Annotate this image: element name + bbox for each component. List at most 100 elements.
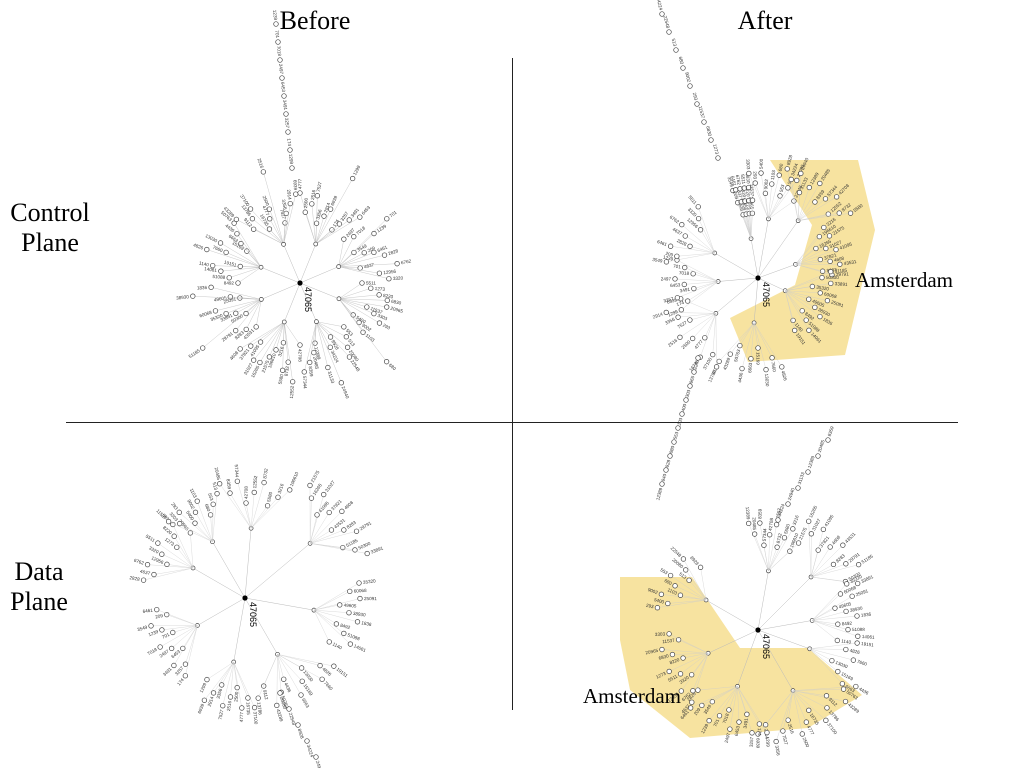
control-after-leaf-node: [687, 317, 693, 323]
data-after-edge: [690, 686, 738, 709]
control-after-leaf-label: 9002: [763, 178, 769, 189]
control-before-leaf-node: [383, 359, 390, 365]
control-before-leaf-label: 33891: [220, 313, 234, 323]
control-after-edge: [676, 252, 715, 257]
control-before-edge: [220, 267, 262, 272]
data-after-edge: [810, 564, 859, 578]
control-before-leaf-node: [266, 354, 273, 360]
data-before-edge: [179, 523, 213, 542]
control-before-leaf-node: [233, 327, 239, 334]
control-after-edge: [797, 183, 820, 221]
data-after-leaf-label: 7018: [722, 712, 730, 724]
data-before-leaf-label: 3356: [216, 688, 224, 700]
data-before-leaf-label: 8928: [297, 728, 305, 740]
data-after-edge: [670, 575, 707, 601]
data-before-leaf-node: [174, 544, 180, 550]
data-after-edge: [728, 686, 738, 710]
control-before-edge: [338, 298, 374, 314]
data-before-edge: [250, 489, 290, 529]
control-after-leaf-node: [749, 210, 756, 216]
control-before-leaf-label: 37100: [239, 194, 251, 208]
control-before-leaf-label: 1299: [352, 164, 361, 176]
control-after-leaf-label: 20080: [667, 445, 675, 459]
control-after-leaf-label: 6453: [670, 282, 681, 288]
data-before-leaf-node: [159, 627, 165, 633]
data-before-leaf-label: 2500: [233, 691, 239, 702]
control-before-leaf-node: [267, 216, 273, 222]
control-before-leaf-label: 8359: [308, 366, 314, 377]
control-before-edge: [283, 194, 296, 245]
data-after-leaf-node: [815, 453, 821, 459]
control-before-leaf-label: 3303: [377, 313, 389, 322]
control-after-leaf-node: [792, 327, 798, 334]
data-before-edge: [244, 528, 252, 599]
control-before-edge: [315, 209, 331, 245]
data-after-leaf-node: [683, 567, 689, 573]
data-after-leaf-label: 4608: [831, 534, 842, 545]
control-before-leaf-node: [285, 359, 291, 365]
data-after-edge: [763, 545, 769, 571]
data-before-leaf-node: [308, 495, 315, 501]
data-after-leaf-label: 8492: [842, 621, 853, 627]
data-before-leaf-node: [321, 491, 327, 498]
data-before-leaf-node: [314, 512, 320, 518]
data-after-leaf-label: 35320: [849, 574, 863, 585]
data-before-edge: [313, 610, 344, 634]
control-after-leaf-node: [794, 177, 800, 184]
data-before-leaf-node: [341, 630, 347, 637]
data-after-leaf-label: 3303: [655, 632, 666, 637]
control-before-edge: [316, 321, 329, 368]
control-before-leaf-label: 20485: [312, 356, 319, 370]
data-before-leaf-label: 51185: [345, 538, 359, 548]
data-before-edge: [161, 625, 198, 631]
control-after-leaf-label: 293: [752, 171, 757, 179]
control-before-leaf-node: [289, 165, 295, 171]
control-after-leaf-label: 12389: [809, 171, 820, 185]
control-before-leaf-node: [233, 216, 240, 223]
row-label-control-line1: Control: [10, 198, 90, 227]
data-before-leaf-node: [151, 571, 157, 578]
data-after-leaf-node: [706, 718, 712, 724]
data-before-edge: [309, 498, 312, 544]
control-before-leaf-label: 2914: [323, 202, 331, 214]
control-after-leaf-node: [737, 342, 743, 349]
control-before-leaf-node: [359, 280, 365, 286]
control-after-leaf-node: [675, 314, 681, 320]
control-before-leaf-label: 21575: [261, 359, 271, 373]
control-after-edge: [674, 278, 719, 282]
control-before-edge: [299, 282, 340, 299]
data-after-leaf-node: [840, 542, 846, 548]
control-after-edge: [785, 290, 821, 317]
control-after-edge: [739, 322, 755, 346]
data-after-edge: [757, 570, 769, 631]
data-before-leaf-label: 29791: [359, 520, 373, 531]
control-after-leaf-label: 29791: [836, 272, 849, 278]
control-after-leaf-label: 4436: [737, 372, 744, 383]
data-after-leaf-label: 31133: [797, 471, 806, 485]
control-after-leaf-node: [663, 467, 669, 473]
control-before-leaf-node: [235, 280, 241, 286]
data-before-leaf-node: [319, 676, 325, 682]
data-after-edge: [768, 547, 778, 571]
data-before-edge: [310, 529, 332, 544]
control-before-edge: [275, 321, 285, 350]
data-after-leaf-node: [669, 651, 676, 658]
data-before-edge: [233, 661, 242, 708]
control-before-leaf-label: 174: [286, 138, 292, 147]
control-after-leaf-label: 9002: [684, 72, 691, 84]
control-after-leaf-node: [798, 170, 804, 177]
data-after-leaf-label: 3216: [792, 514, 800, 526]
data-after-leaf-label: 43531: [844, 531, 857, 544]
data-after-leaf-label: 31027: [811, 518, 822, 532]
data-before-leaf-node: [207, 512, 214, 518]
control-after-leaf-node: [769, 355, 775, 361]
control-after-leaf-node: [690, 271, 696, 277]
control-after-edge: [798, 213, 851, 221]
data-before-leaf-node: [277, 690, 283, 696]
control-after-leaf-label: 2497: [661, 276, 672, 281]
control-after-edge: [693, 281, 719, 289]
data-after-edge: [691, 653, 709, 703]
control-after-edge: [692, 313, 716, 339]
data-before-edge: [182, 625, 198, 649]
control-after-leaf-node: [739, 365, 745, 372]
